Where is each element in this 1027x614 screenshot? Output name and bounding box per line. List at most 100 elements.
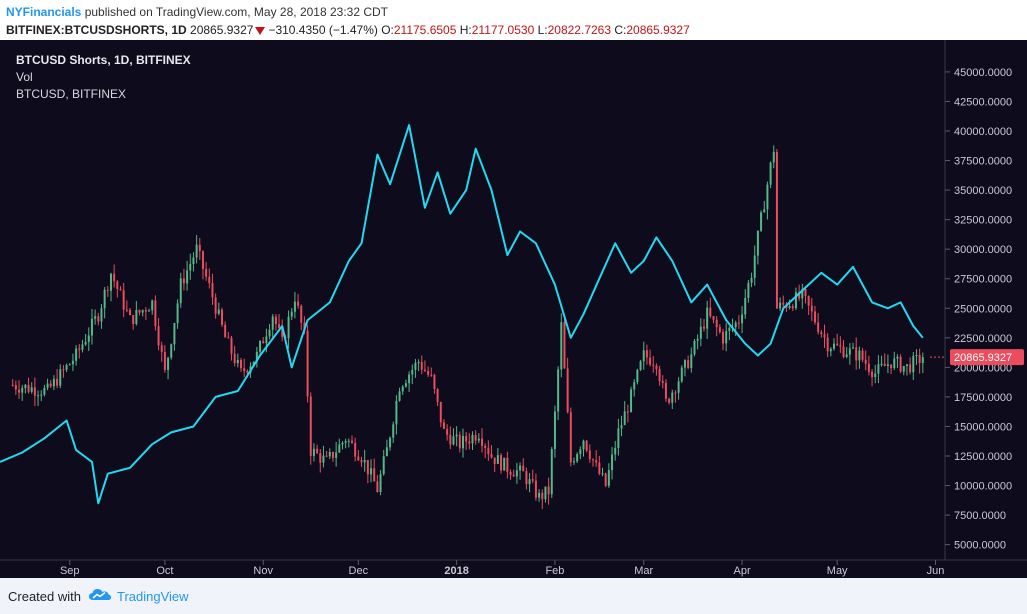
candle-body xyxy=(503,457,506,471)
symbol-label[interactable]: BITFINEX:BTCUSDSHORTS, 1D xyxy=(6,23,187,37)
candle-body xyxy=(350,440,353,443)
candle-body xyxy=(49,383,52,387)
candle-body xyxy=(217,309,220,314)
candle-body xyxy=(173,323,176,345)
legend-volume[interactable]: Vol xyxy=(16,70,33,84)
candle-body xyxy=(132,315,135,324)
candle-body xyxy=(97,316,100,322)
candle-body xyxy=(813,311,816,323)
candle-body xyxy=(208,276,211,284)
candle-body xyxy=(912,355,915,373)
candle-body xyxy=(144,310,147,312)
candle-body xyxy=(52,378,55,387)
candle-body xyxy=(855,347,858,361)
candle-body xyxy=(224,324,227,338)
price-chart[interactable]: 5000.0000 7500.0000 10000.0000 12500.0000 15… xyxy=(0,40,1027,578)
tradingview-cloud-icon[interactable] xyxy=(88,586,112,602)
candle-body xyxy=(255,351,258,362)
candle-body xyxy=(772,151,775,163)
candle-body xyxy=(322,455,325,463)
candle-body xyxy=(40,394,43,396)
candle-body xyxy=(338,444,341,453)
high-label: H: xyxy=(459,23,472,37)
y-tick-label: 40000.0000 xyxy=(954,126,1012,138)
candle-body xyxy=(611,454,614,471)
candle-body xyxy=(588,450,591,460)
candle-body xyxy=(417,361,420,363)
candle-body xyxy=(823,334,826,338)
candle-body xyxy=(106,289,109,291)
candle-body xyxy=(779,302,782,309)
candle-body xyxy=(43,387,46,395)
candle-body xyxy=(620,425,623,429)
candle-body xyxy=(572,461,575,463)
candle-body xyxy=(500,455,503,471)
x-axis[interactable]: Sep Oct Nov Dec 2018 Feb Mar Apr May Jun xyxy=(60,560,944,577)
candle-body xyxy=(582,440,585,450)
candle-body xyxy=(696,338,699,341)
candle-body xyxy=(446,428,449,435)
candle-body xyxy=(899,356,902,372)
candle-body xyxy=(122,290,125,310)
candle-body xyxy=(154,300,157,327)
candle-body xyxy=(293,301,296,312)
y-tick-label: 10000.0000 xyxy=(954,481,1012,493)
candle-body xyxy=(531,479,534,481)
candle-body xyxy=(836,343,839,346)
candle-body xyxy=(534,480,537,498)
candle-body xyxy=(794,292,797,309)
candle-body xyxy=(328,452,331,457)
candle-body xyxy=(179,278,182,304)
candle-body xyxy=(360,460,363,463)
candle-body xyxy=(544,486,547,500)
candle-body xyxy=(687,360,690,369)
candle-body xyxy=(331,452,334,458)
candle-body xyxy=(756,230,759,256)
y-axis[interactable]: 5000.0000 7500.0000 10000.0000 12500.0000 15… xyxy=(945,67,1012,552)
candle-body xyxy=(817,322,820,333)
candle-body xyxy=(496,455,499,464)
y-tick-label: 42500.0000 xyxy=(954,96,1012,108)
footer: Created with TradingView xyxy=(0,578,1027,614)
candle-body xyxy=(585,440,588,451)
candle-body xyxy=(170,344,173,358)
candle-body xyxy=(81,344,84,350)
candle-body xyxy=(861,350,864,360)
candle-body xyxy=(725,331,728,344)
y-tick-label: 35000.0000 xyxy=(954,185,1012,197)
candle-body xyxy=(109,273,112,291)
plot-background[interactable] xyxy=(0,40,945,560)
candle-body xyxy=(201,251,204,270)
candle-body xyxy=(151,300,154,311)
candle-body xyxy=(848,348,851,355)
candle-body xyxy=(481,438,484,446)
candle-body xyxy=(506,457,509,473)
candle-body xyxy=(62,369,65,371)
x-tick-label: Oct xyxy=(156,565,173,577)
chart-area[interactable]: 5000.0000 7500.0000 10000.0000 12500.0000 15… xyxy=(0,40,1027,578)
x-tick-label: 2018 xyxy=(444,565,468,577)
candle-body xyxy=(27,384,30,392)
candle-body xyxy=(693,340,696,355)
candle-body xyxy=(214,297,217,314)
x-tick-label: Jun xyxy=(927,565,945,577)
candle-body xyxy=(46,383,49,388)
candle-body xyxy=(287,316,290,339)
candle-body xyxy=(630,389,633,412)
candle-body xyxy=(528,479,531,485)
candle-body xyxy=(775,151,778,309)
candle-body xyxy=(867,363,870,372)
high-value: 21177.0530 xyxy=(471,23,535,37)
candle-body xyxy=(614,447,617,455)
tradingview-brand-link[interactable]: TradingView xyxy=(117,589,189,604)
published-text: published on TradingView.com, May 28, 20… xyxy=(84,5,388,19)
candles-series xyxy=(11,145,924,510)
legend-main-series[interactable]: BTCUSD Shorts, 1D, BITFINEX xyxy=(16,53,191,67)
y-tick-label: 30000.0000 xyxy=(954,244,1012,256)
legend-comparison-series[interactable]: BTCUSD, BITFINEX xyxy=(16,87,127,101)
y-tick-label: 27500.0000 xyxy=(954,274,1012,286)
author-link[interactable]: NYFinancials xyxy=(6,5,82,19)
candle-body xyxy=(192,257,195,265)
candle-body xyxy=(658,369,661,382)
ohlc-status-line: BITFINEX:BTCUSDSHORTS, 1D 20865.9327 −310… xyxy=(6,23,690,37)
